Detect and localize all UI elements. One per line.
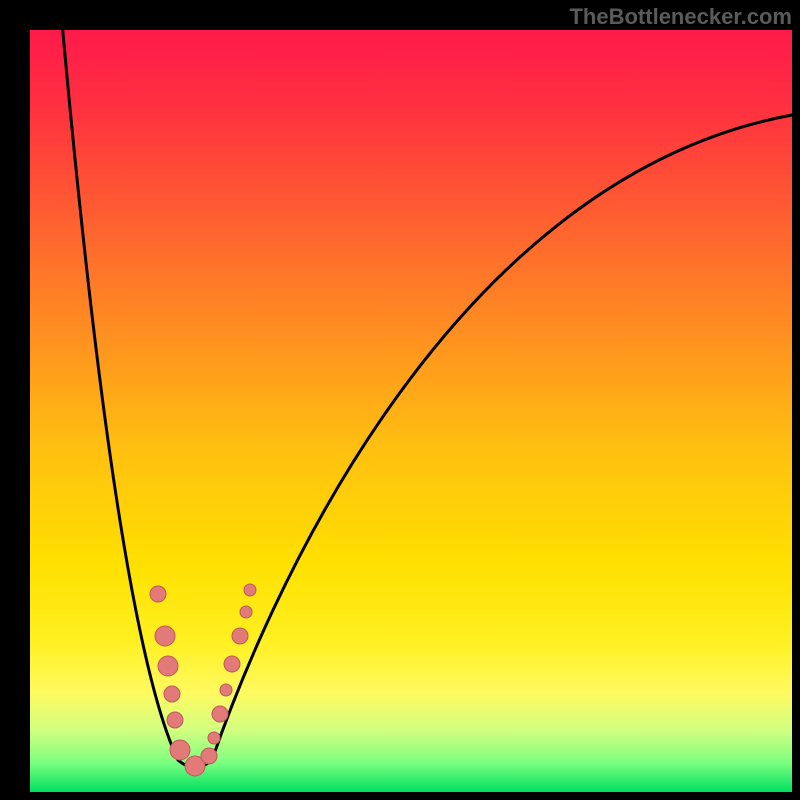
data-marker bbox=[164, 686, 180, 702]
data-marker bbox=[150, 586, 166, 602]
bottleneck-chart bbox=[0, 0, 800, 800]
data-marker bbox=[232, 628, 248, 644]
data-marker bbox=[240, 606, 252, 618]
data-marker bbox=[201, 748, 217, 764]
data-marker bbox=[212, 706, 228, 722]
data-marker bbox=[155, 626, 175, 646]
data-marker bbox=[208, 732, 220, 744]
data-marker bbox=[220, 684, 232, 696]
data-marker bbox=[167, 712, 183, 728]
gradient-background bbox=[30, 30, 792, 792]
chart-root: TheBottlenecker.com bbox=[0, 0, 800, 800]
data-marker bbox=[244, 584, 256, 596]
watermark-text: TheBottlenecker.com bbox=[569, 4, 792, 30]
data-marker bbox=[224, 656, 240, 672]
data-marker bbox=[158, 656, 178, 676]
data-marker bbox=[170, 740, 190, 760]
